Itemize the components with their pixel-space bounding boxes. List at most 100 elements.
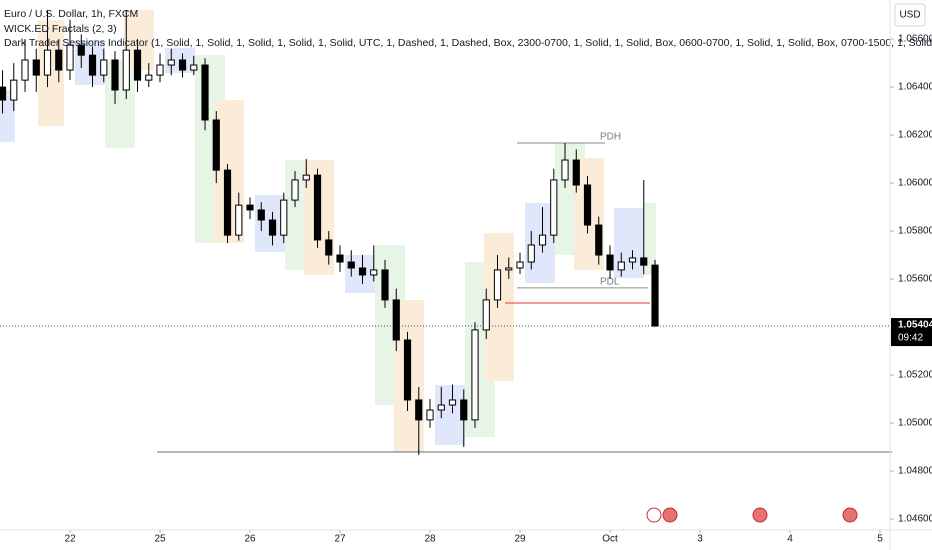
candle-body — [77, 44, 85, 56]
candle-body — [302, 174, 310, 181]
x-tick-label: 26 — [244, 534, 256, 545]
candle-body — [640, 257, 648, 266]
candle-body — [100, 59, 108, 76]
candle-body — [280, 199, 288, 236]
candle-body — [156, 64, 164, 76]
y-tick-label: 1.06400 — [898, 82, 932, 93]
y-tick-label: 1.04600 — [898, 514, 932, 525]
candle-body — [111, 59, 119, 91]
candle-body — [426, 409, 434, 421]
candle-body — [145, 74, 153, 81]
candle-body — [583, 184, 592, 226]
candle-body — [178, 59, 187, 71]
candle-body — [313, 174, 322, 241]
candle-body — [43, 49, 52, 76]
candle-body — [66, 44, 74, 71]
candle-body — [268, 219, 277, 236]
candle-body — [448, 399, 457, 406]
candle-body — [32, 59, 40, 76]
candle-body — [572, 159, 580, 186]
event-icon[interactable] — [842, 507, 858, 523]
session-box — [435, 385, 465, 445]
x-tick-label: 28 — [424, 534, 436, 545]
x-tick-label: 27 — [334, 534, 346, 545]
countdown: 09:42 — [898, 333, 923, 344]
currency-button[interactable] — [894, 3, 926, 27]
plot: PDH PDL — [0, 10, 892, 455]
candle-body — [550, 179, 558, 236]
indicator-label: Dark Trader Sessions Indicator (1, Solid… — [4, 37, 932, 49]
x-tick-label: 25 — [154, 534, 166, 545]
currency[interactable]: USD — [899, 10, 920, 21]
candle-body — [133, 49, 142, 81]
event-icons — [646, 507, 858, 523]
candle-body — [381, 269, 389, 301]
chart-title: Euro / U.S. Dollar, 1h, FXCM — [4, 8, 138, 20]
candle-body — [561, 159, 569, 181]
x-tick-label: 3 — [697, 534, 703, 545]
candle-body — [617, 261, 625, 271]
candle-body — [257, 209, 265, 221]
last-price-tag — [891, 318, 932, 347]
candle-body — [235, 204, 243, 236]
candle-body — [358, 267, 367, 276]
candle-body — [0, 86, 7, 101]
candle-body — [651, 264, 659, 327]
level-label: PDH — [600, 132, 621, 143]
candle-body — [88, 54, 97, 76]
x-tick-label: 29 — [514, 534, 526, 545]
y-tick-label: 1.05800 — [898, 226, 932, 237]
candle-body — [325, 239, 333, 256]
candle-body — [336, 254, 344, 263]
y-tick-label: 1.05200 — [898, 370, 932, 381]
level-label: PDL — [600, 277, 620, 288]
x-tick-label: 4 — [787, 534, 793, 545]
session-box — [105, 60, 135, 148]
candle-body — [291, 179, 299, 201]
last-price-label: 1.05404 — [898, 320, 932, 331]
candle-body — [122, 49, 130, 91]
candle-body — [527, 244, 535, 263]
candle-body — [246, 204, 254, 211]
y-tick-label: 1.04800 — [898, 466, 932, 477]
candle-body — [460, 399, 468, 421]
session-box — [0, 90, 15, 142]
session-boxes — [0, 10, 656, 452]
x-tick-label: Oct — [602, 534, 618, 545]
indicator-label: WICK.ED Fractals (2, 3) — [4, 23, 117, 35]
candle-body — [370, 269, 378, 276]
y-tick-label: 1.06600 — [898, 34, 932, 45]
candle-body — [10, 79, 18, 101]
candle-body — [55, 49, 63, 71]
candle-body — [516, 261, 524, 269]
y-tick-label: 1.06000 — [898, 178, 932, 189]
candle-body — [223, 169, 232, 236]
x-tick-label: 5 — [877, 534, 883, 545]
candle-body — [437, 404, 445, 411]
candle-body — [403, 339, 412, 401]
event-icon[interactable] — [646, 507, 662, 523]
x-tick-label: 22 — [64, 534, 76, 545]
candle-body — [493, 269, 502, 301]
candle-body — [606, 254, 614, 271]
candle-body — [538, 234, 547, 246]
y-tick-label: 1.05000 — [898, 418, 932, 429]
candle-body — [471, 329, 479, 421]
candle-body — [21, 59, 29, 81]
session-box — [644, 203, 656, 275]
candle-body — [415, 399, 423, 421]
candle-body — [628, 257, 637, 263]
candle-body — [595, 224, 603, 256]
event-icon[interactable] — [752, 507, 768, 523]
candle-body — [167, 59, 175, 66]
candle-body — [482, 299, 490, 331]
candle-body — [392, 299, 400, 341]
y-tick-label: 1.06200 — [898, 130, 932, 141]
candle-body — [212, 119, 220, 171]
candle-body — [190, 64, 198, 71]
y-tick-label: 1.05600 — [898, 274, 932, 285]
candle-body — [505, 267, 513, 271]
candle-body — [201, 64, 209, 121]
event-icon[interactable] — [662, 507, 678, 523]
